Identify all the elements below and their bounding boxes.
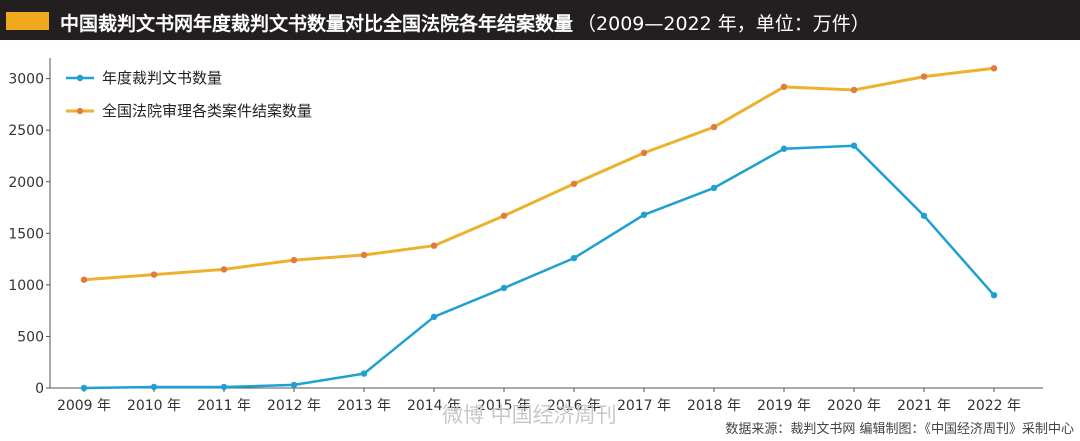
data-point-documents bbox=[80, 384, 88, 392]
source-note: 数据来源：裁判文书网 编辑制图：《中国经济周刊》采制中心 bbox=[725, 422, 1074, 437]
x-tick-label: 2013 年 bbox=[337, 398, 391, 414]
x-tick-label: 2011 年 bbox=[197, 398, 251, 414]
data-point-cases bbox=[80, 276, 88, 283]
data-point-documents bbox=[780, 145, 788, 152]
data-point-documents bbox=[850, 142, 858, 149]
y-tick-label: 1500 bbox=[8, 226, 44, 242]
y-tick-label: 500 bbox=[17, 329, 44, 345]
x-tick-label: 2010 年 bbox=[127, 398, 181, 414]
data-point-documents bbox=[500, 284, 508, 292]
data-point-documents bbox=[290, 381, 298, 389]
x-tick-label: 2022 年 bbox=[967, 398, 1021, 414]
weibo-watermark: 微博 中国经济周刊 bbox=[442, 403, 617, 427]
chart-subtitle: （2009—2022 年，单位：万件） bbox=[577, 13, 870, 35]
data-point-cases bbox=[500, 212, 508, 219]
x-tick-label: 2020 年 bbox=[827, 398, 881, 414]
data-point-cases bbox=[360, 251, 368, 259]
data-point-cases bbox=[150, 271, 158, 278]
y-tick-label: 2500 bbox=[8, 123, 44, 139]
y-tick-label: 0 bbox=[35, 381, 44, 397]
data-point-cases bbox=[430, 242, 438, 249]
legend-label-cases: 全国法院审理各类案件结案数量 bbox=[102, 102, 312, 120]
y-tick-label: 3000 bbox=[8, 72, 44, 88]
y-tick-label: 2000 bbox=[8, 175, 44, 191]
data-point-documents bbox=[430, 313, 438, 321]
series-line-documents bbox=[83, 144, 995, 390]
data-point-cases bbox=[850, 86, 858, 94]
series-line-cases bbox=[83, 66, 995, 282]
data-point-documents bbox=[360, 370, 368, 377]
x-tick-label: 2019 年 bbox=[757, 398, 811, 414]
chart-title: 中国裁判文书网年度裁判文书数量对比全国法院各年结案数量 （2009—2022 年，… bbox=[60, 9, 870, 36]
axes: 0 500 1000 1500 2000 2500 3000 2009 年 2010 年 2011… bbox=[8, 58, 1043, 414]
data-point-documents bbox=[920, 212, 928, 219]
data-point-documents bbox=[990, 291, 998, 299]
y-tick-label: 1000 bbox=[8, 278, 44, 294]
x-tick-label: 2018 年 bbox=[687, 398, 741, 414]
data-point-cases bbox=[780, 83, 788, 91]
x-tick-label: 2012 年 bbox=[267, 398, 321, 414]
title-accent-block bbox=[6, 12, 49, 30]
legend-label-documents: 年度裁判文书数量 bbox=[102, 69, 222, 87]
data-point-cases bbox=[220, 266, 228, 273]
series-layer bbox=[80, 65, 998, 392]
data-point-cases bbox=[920, 73, 928, 80]
data-point-cases bbox=[710, 123, 718, 131]
data-point-documents bbox=[640, 211, 648, 218]
data-point-documents bbox=[150, 383, 158, 391]
data-point-documents bbox=[220, 383, 228, 391]
legend-swatch-marker-cases bbox=[76, 107, 84, 115]
x-tick-label: 2015 年 bbox=[477, 398, 531, 414]
data-point-documents bbox=[570, 254, 578, 262]
data-point-cases bbox=[640, 149, 648, 157]
data-point-cases bbox=[290, 256, 298, 264]
data-point-documents bbox=[710, 184, 718, 192]
legend-swatch-marker-documents bbox=[76, 74, 84, 82]
x-tick-label: 2021 年 bbox=[897, 398, 951, 414]
data-point-cases bbox=[570, 180, 578, 188]
x-tick-label: 2017 年 bbox=[617, 398, 671, 414]
x-tick-label: 2009 年 bbox=[57, 398, 111, 414]
data-point-cases bbox=[990, 65, 998, 72]
x-tick-label: 2014 年 bbox=[407, 398, 461, 414]
title-bar: 中国裁判文书网年度裁判文书数量对比全国法院各年结案数量 （2009—2022 年，… bbox=[0, 0, 1080, 40]
chart-title-main: 中国裁判文书网年度裁判文书数量对比全国法院各年结案数量 bbox=[60, 13, 574, 35]
x-tick-label: 2016 年 bbox=[547, 398, 601, 414]
